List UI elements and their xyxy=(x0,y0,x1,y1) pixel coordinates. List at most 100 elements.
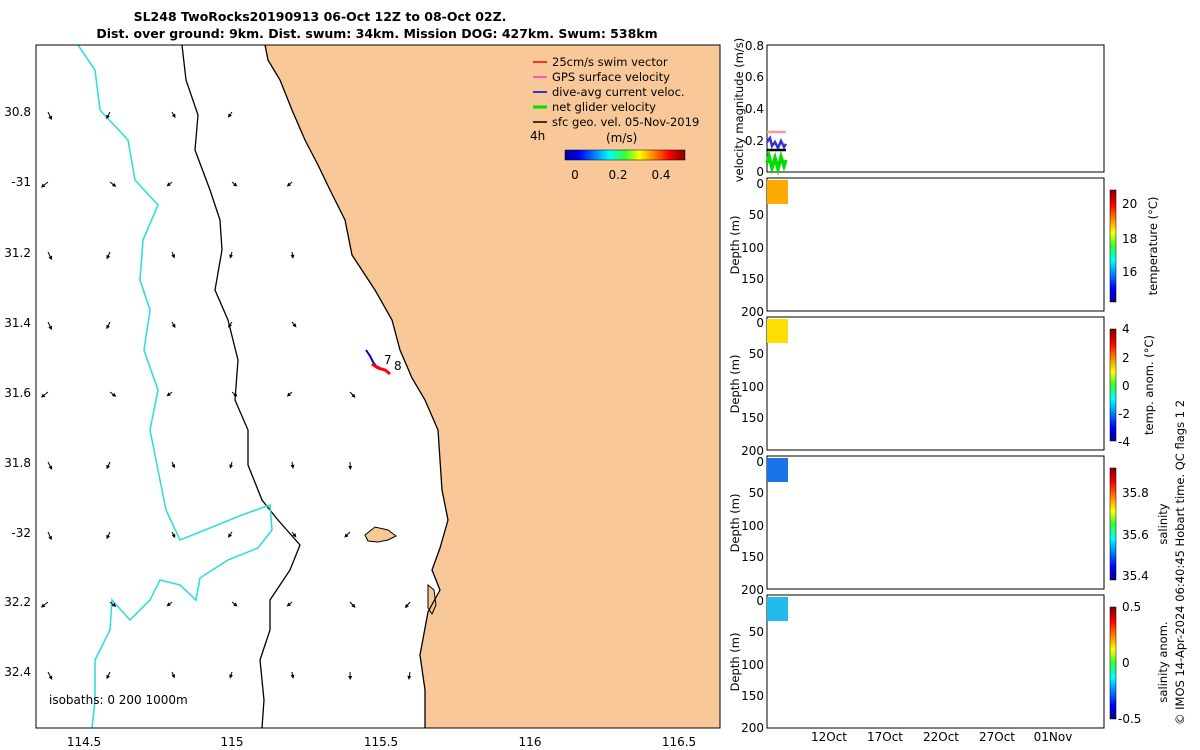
geo-velocity-arrow-44 xyxy=(47,671,53,680)
temp-depth-tick-150: 150 xyxy=(741,272,764,286)
colorbar-tick-0: 0 xyxy=(571,168,579,182)
map-ytick-31.4: 31.4 xyxy=(4,316,31,330)
sal-depth-tick-100: 100 xyxy=(741,519,764,533)
geo-velocity-arrow-11 xyxy=(171,251,175,259)
geo-velocity-arrow-43 xyxy=(404,601,411,609)
time-tick-22oct: 22Oct xyxy=(923,730,959,744)
geo-velocity-arrow-13 xyxy=(290,251,295,259)
temperature-section xyxy=(767,180,788,204)
legend-label-net: net glider velocity xyxy=(552,100,656,114)
temp-cbar-tick-16: 16 xyxy=(1122,265,1137,279)
colorbar-title: (m/s) xyxy=(606,131,637,145)
geo-velocity-arrow-23 xyxy=(286,391,293,397)
temperature-frame xyxy=(766,177,1105,312)
geo-velocity-arrow-35 xyxy=(291,531,297,538)
salinity-frame xyxy=(766,455,1105,590)
map-ytick-32.2: 32.2 xyxy=(4,595,31,609)
map-panel: 7 8 25cm/s swim vector GPS surface veloc… xyxy=(4,44,721,749)
velocity-ylabel: velocity magnitude (m/s) xyxy=(732,38,746,183)
geo-velocity-arrow-31 xyxy=(47,531,52,541)
map-legend: 25cm/s swim vector GPS surface velocity … xyxy=(530,55,699,182)
sanom-depth-tick-200: 200 xyxy=(741,721,764,735)
temperature-panel: 0 50 100 150 200 Depth (m) 20 18 16 temp… xyxy=(728,177,1160,319)
colorbar-tick-0.4: 0.4 xyxy=(651,168,670,182)
map-x-axis: 114.5 115 115.5 116 116.5 xyxy=(67,735,696,749)
map-xtick-114.5: 114.5 xyxy=(67,735,101,749)
salinity-anomaly-panel: 0 50 100 150 200 Depth (m) 0.5 0 -0.5 sa… xyxy=(728,594,1170,735)
sal-depth-tick-200: 200 xyxy=(741,583,764,597)
vel-tick-0.4: 0.4 xyxy=(745,102,764,116)
map-ytick-30.8: 30.8 xyxy=(4,105,31,119)
geo-velocity-arrow-10 xyxy=(106,251,111,260)
temp-depth-tick-100: 100 xyxy=(741,241,764,255)
tanom-cbar-tick-0: 0 xyxy=(1122,379,1130,393)
isobaths-label: isobaths: 0 200 1000m xyxy=(49,693,188,707)
vel-tick-0.2: 0.2 xyxy=(745,134,764,148)
geo-velocity-arrow-27 xyxy=(171,461,176,469)
sanom-depth-tick-150: 150 xyxy=(741,689,764,703)
geo-velocity-arrow-41 xyxy=(286,601,293,607)
geo-velocity-arrow-26 xyxy=(106,461,111,470)
geo-velocity-arrow-29 xyxy=(290,461,295,469)
geo-velocity-arrow-36 xyxy=(344,531,351,538)
legend-label-swim: 25cm/s swim vector xyxy=(552,55,668,69)
geo-velocity-arrow-12 xyxy=(229,251,234,259)
sal-depth-tick-50: 50 xyxy=(749,486,764,500)
map-frame xyxy=(35,44,721,729)
title-line-2: Dist. over ground: 9km. Dist. swum: 34km… xyxy=(96,26,657,41)
geo-velocity-arrow-21 xyxy=(166,391,173,397)
sanom-cbar-tick-0: 0 xyxy=(1122,656,1130,670)
geo-velocity-arrow-15 xyxy=(106,321,111,330)
geo-velocity-arrow-4 xyxy=(40,181,49,188)
land-area xyxy=(265,45,720,728)
geo-velocity-arrow-16 xyxy=(171,321,176,329)
tanom-depth-tick-100: 100 xyxy=(741,380,764,394)
geo-velocity-arrow-19 xyxy=(40,391,49,398)
tanom-cbar-tick-4: 4 xyxy=(1122,322,1130,336)
temp-anomaly-frame xyxy=(766,316,1105,451)
geo-velocity-arrow-22 xyxy=(231,391,238,397)
tanom-depth-tick-150: 150 xyxy=(741,411,764,425)
glider-track: 7 8 xyxy=(365,349,402,376)
dive-avg-velocity-line xyxy=(766,135,788,151)
geo-velocity-arrow-17 xyxy=(228,321,233,328)
salinity-section xyxy=(767,458,788,482)
geo-velocity-arrows xyxy=(40,111,412,680)
scale-label: 4h xyxy=(530,129,545,143)
tanom-cbar-tick-minus2: -2 xyxy=(1118,407,1130,421)
sanom-cbar-tick-minus0.5: -0.5 xyxy=(1118,712,1141,726)
temp-anomaly-section xyxy=(767,319,788,343)
salinity-anomaly-section xyxy=(767,597,788,621)
tanom-cbar-tick-2: 2 xyxy=(1122,351,1130,365)
geo-velocity-arrow-6 xyxy=(166,181,173,187)
island-rottnest xyxy=(364,526,397,543)
salinity-anomaly-frame xyxy=(766,594,1105,729)
sanom-depth-tick-0: 0 xyxy=(756,594,764,608)
map-ytick-31.8: 31.8 xyxy=(4,456,31,470)
geo-velocity-arrow-1 xyxy=(106,111,111,120)
temp-depth-tick-50: 50 xyxy=(749,208,764,222)
geo-velocity-arrow-39 xyxy=(166,601,173,607)
salinity-anomaly-colorbar xyxy=(1109,606,1117,720)
coastline xyxy=(264,44,449,728)
salinity-colorbar-label: salinity xyxy=(1156,503,1170,544)
geo-velocity-arrow-47 xyxy=(229,671,234,679)
temperature-colorbar-label: temperature (°C) xyxy=(1146,197,1160,296)
sal-cbar-tick-35.4: 35.4 xyxy=(1122,569,1149,583)
geo-velocity-arrow-25 xyxy=(47,461,53,470)
geo-velocity-arrow-48 xyxy=(290,671,295,679)
map-ytick-31.6: 31.6 xyxy=(4,386,31,400)
map-xtick-115: 115 xyxy=(221,735,244,749)
vel-tick-0: 0 xyxy=(756,165,764,179)
map-ytick-32.4: 32.4 xyxy=(4,665,31,679)
temperature-colorbar xyxy=(1109,189,1117,303)
geo-velocity-arrow-28 xyxy=(229,461,234,469)
geo-velocity-arrow-40 xyxy=(231,601,238,607)
geo-velocity-arrow-7 xyxy=(231,181,238,187)
time-tick-27oct: 27Oct xyxy=(979,730,1015,744)
sal-depth-ylabel: Depth (m) xyxy=(728,494,742,553)
geo-velocity-arrow-18 xyxy=(291,321,297,328)
geo-velocity-arrow-46 xyxy=(171,671,176,679)
geo-velocity-arrow-0 xyxy=(47,111,52,121)
